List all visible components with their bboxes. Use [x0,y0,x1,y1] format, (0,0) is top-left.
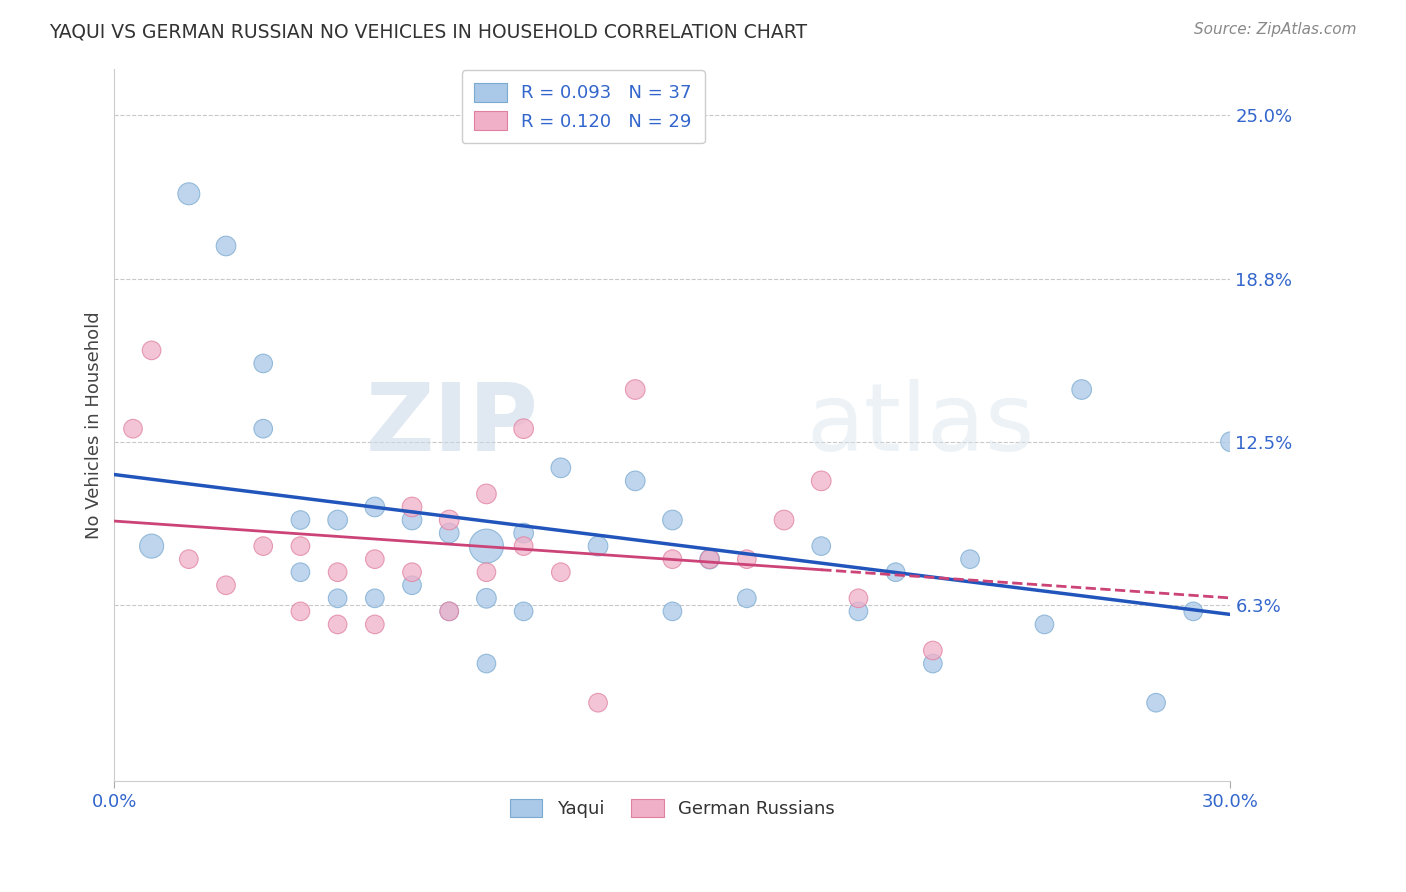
Text: Source: ZipAtlas.com: Source: ZipAtlas.com [1194,22,1357,37]
Point [475,539,498,553]
Point [252,356,274,370]
Point [177,186,200,201]
Point [550,565,572,579]
Point [439,604,461,618]
Point [810,539,832,553]
Point [141,343,163,358]
Point [475,565,498,579]
Point [699,552,721,566]
Point [921,643,943,657]
Point [1033,617,1056,632]
Point [1219,434,1241,449]
Point [735,591,758,606]
Point [475,657,498,671]
Point [401,578,423,592]
Point [848,604,870,618]
Point [512,539,534,553]
Point [439,526,461,541]
Legend: Yaqui, German Russians: Yaqui, German Russians [502,791,842,825]
Point [122,422,145,436]
Point [401,513,423,527]
Point [401,500,423,514]
Point [326,513,349,527]
Point [1070,383,1092,397]
Point [326,565,349,579]
Point [699,552,721,566]
Point [661,513,683,527]
Point [959,552,981,566]
Text: atlas: atlas [807,379,1035,471]
Y-axis label: No Vehicles in Household: No Vehicles in Household [86,311,103,539]
Point [773,513,796,527]
Point [364,591,387,606]
Point [364,552,387,566]
Point [401,565,423,579]
Point [512,526,534,541]
Point [364,500,387,514]
Point [439,604,461,618]
Point [848,591,870,606]
Point [475,591,498,606]
Point [215,239,238,253]
Text: YAQUI VS GERMAN RUSSIAN NO VEHICLES IN HOUSEHOLD CORRELATION CHART: YAQUI VS GERMAN RUSSIAN NO VEHICLES IN H… [49,22,807,41]
Point [290,513,312,527]
Point [586,696,609,710]
Point [475,487,498,501]
Point [290,539,312,553]
Point [290,604,312,618]
Point [661,552,683,566]
Text: ZIP: ZIP [366,379,538,471]
Point [735,552,758,566]
Point [921,657,943,671]
Point [550,460,572,475]
Point [624,474,647,488]
Point [177,552,200,566]
Point [439,513,461,527]
Point [364,617,387,632]
Point [252,539,274,553]
Point [141,539,163,553]
Point [624,383,647,397]
Point [810,474,832,488]
Point [884,565,907,579]
Point [586,539,609,553]
Point [512,604,534,618]
Point [252,422,274,436]
Point [1182,604,1205,618]
Point [512,422,534,436]
Point [1144,696,1167,710]
Point [215,578,238,592]
Point [661,604,683,618]
Point [290,565,312,579]
Point [326,591,349,606]
Point [326,617,349,632]
